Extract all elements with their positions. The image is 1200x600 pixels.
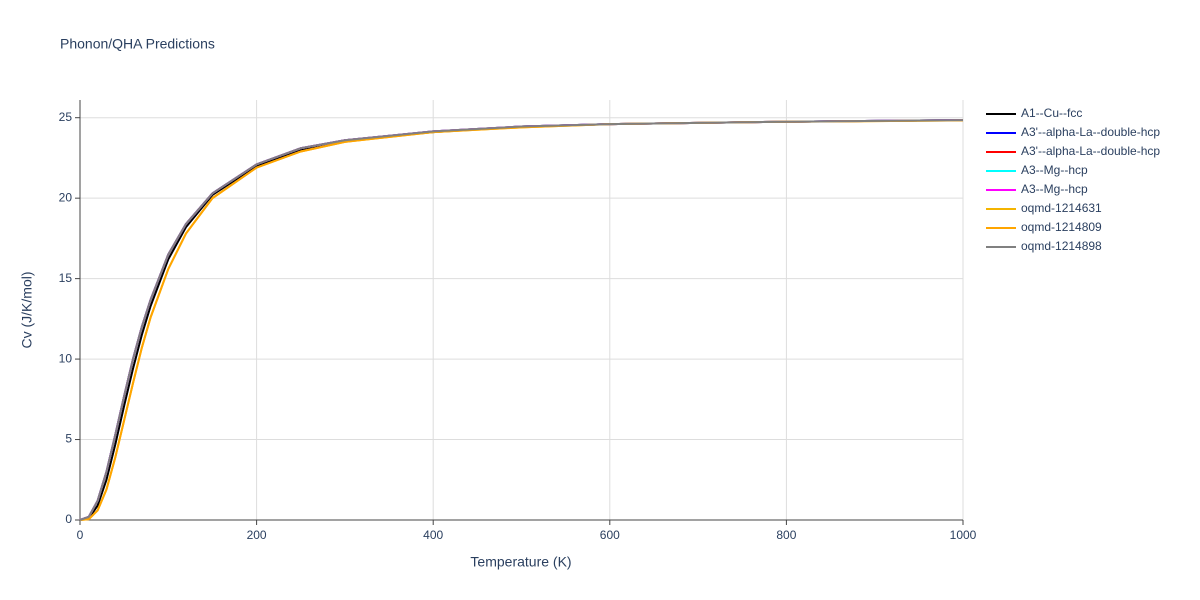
- legend-label: A3--Mg--hcp: [1021, 182, 1088, 196]
- legend-label: A3--Mg--hcp: [1021, 163, 1088, 177]
- x-axis-label: Temperature (K): [470, 554, 571, 570]
- y-tick-label: 0: [65, 512, 72, 526]
- series-line: [79, 119, 964, 521]
- y-tick-label: 10: [59, 351, 73, 365]
- x-tick-label: 0: [77, 528, 84, 542]
- legend-label: A3'--alpha-La--double-hcp: [1021, 144, 1160, 158]
- legend-label: oqmd-1214631: [1021, 201, 1102, 215]
- series-line: [79, 119, 964, 521]
- legend-label: A1--Cu--fcc: [1021, 106, 1082, 120]
- x-tick-label: 800: [776, 528, 796, 542]
- series-line: [79, 119, 964, 521]
- y-tick-label: 20: [59, 190, 73, 204]
- x-tick-label: 600: [600, 528, 620, 542]
- legend-label: oqmd-1214809: [1021, 220, 1102, 234]
- series-line: [79, 119, 964, 521]
- legend-label: oqmd-1214898: [1021, 239, 1102, 253]
- legend-label: A3'--alpha-La--double-hcp: [1021, 125, 1160, 139]
- series-line: [79, 119, 964, 521]
- x-tick-label: 200: [247, 528, 267, 542]
- x-tick-label: 1000: [950, 528, 977, 542]
- series-line: [79, 119, 964, 521]
- chart-title: Phonon/QHA Predictions: [60, 36, 215, 52]
- y-tick-label: 25: [59, 110, 73, 124]
- series-line: [79, 119, 964, 521]
- y-axis-label: Cv (J/K/mol): [19, 272, 35, 349]
- x-tick-label: 400: [423, 528, 443, 542]
- series-line: [79, 119, 964, 521]
- y-tick-label: 5: [65, 432, 72, 446]
- y-tick-label: 15: [59, 271, 73, 285]
